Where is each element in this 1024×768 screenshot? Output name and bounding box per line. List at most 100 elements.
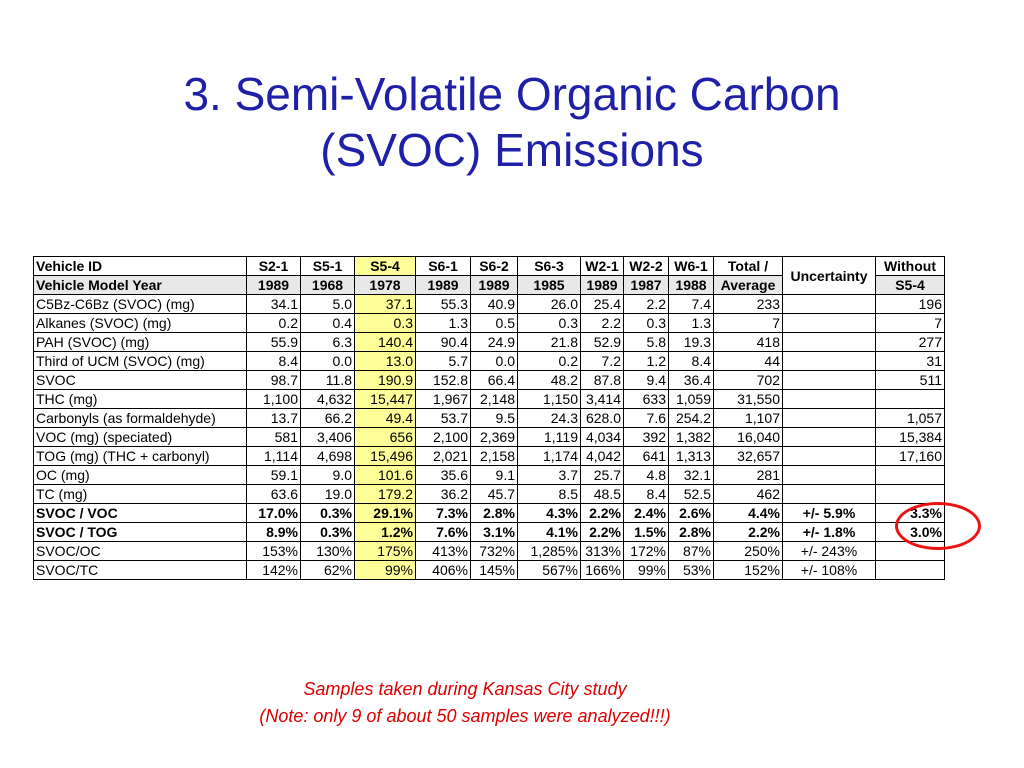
row-label-cell: TOG (mg) (THC + carbonyl) (33, 446, 247, 466)
table-cell: 641 (623, 446, 669, 466)
table-cell: 140.4 (354, 332, 416, 352)
table-cell: +/- 108% (782, 560, 876, 580)
table-cell: 52.5 (668, 484, 714, 504)
table-cell: 277 (875, 332, 945, 352)
header-cell: Vehicle ID (33, 256, 247, 276)
table-cell: 45.7 (470, 484, 518, 504)
table-cell: 53% (668, 560, 714, 580)
row-label-cell: Third of UCM (SVOC) (mg) (33, 351, 247, 371)
header-cell: 1987 (623, 275, 669, 295)
table-cell: 4,632 (300, 389, 355, 409)
table-cell: 59.1 (246, 465, 301, 485)
table-cell: 4.8 (623, 465, 669, 485)
table-cell: 24.9 (470, 332, 518, 352)
table-row: C5Bz-C6Bz (SVOC) (mg) 34.1 5.0 37.1 55.3 40.9… (33, 294, 945, 314)
table-cell: 2.4% (623, 503, 669, 523)
table-cell: 49.4 (354, 408, 416, 428)
table-cell: 7.3% (415, 503, 471, 523)
table-cell: 62% (300, 560, 355, 580)
table-cell (782, 427, 876, 447)
table-cell: 418 (713, 332, 783, 352)
row-label-cell: VOC (mg) (speciated) (33, 427, 247, 447)
table-cell (782, 351, 876, 371)
row-label-cell: SVOC/TC (33, 560, 247, 580)
footnote: Samples taken during Kansas City study (… (0, 676, 930, 730)
table-cell: 16,040 (713, 427, 783, 447)
table-cell: 2.2% (580, 522, 624, 542)
table-cell: 3.7 (517, 465, 581, 485)
table-cell: 628.0 (580, 408, 624, 428)
table-cell: 166% (580, 560, 624, 580)
header-cell: 1989 (580, 275, 624, 295)
table-cell: 4.4% (713, 503, 783, 523)
table-cell: 2,158 (470, 446, 518, 466)
header-cell: 1985 (517, 275, 581, 295)
table-cell: 35.6 (415, 465, 471, 485)
table-cell: 2,100 (415, 427, 471, 447)
table-cell: 5.0 (300, 294, 355, 314)
table-cell: 1,057 (875, 408, 945, 428)
table-cell (782, 446, 876, 466)
table-cell: 63.6 (246, 484, 301, 504)
table-cell: 55.3 (415, 294, 471, 314)
header-cell: S5-4 (354, 256, 416, 276)
header-cell: W2-2 (623, 256, 669, 276)
table-cell: 3.1% (470, 522, 518, 542)
table-row: SVOC 98.7 11.8 190.9 152.8 66.4 48.2 87.8 9.4 36.… (33, 370, 945, 390)
table-cell: 0.0 (470, 351, 518, 371)
table-cell: 233 (713, 294, 783, 314)
table-cell: 101.6 (354, 465, 416, 485)
table-cell: 36.2 (415, 484, 471, 504)
table-cell: 4.3% (517, 503, 581, 523)
table-cell: +/- 243% (782, 541, 876, 561)
header-cell: 1989 (470, 275, 518, 295)
table-cell: 511 (875, 370, 945, 390)
table-cell: 4,042 (580, 446, 624, 466)
svoc-emissions-table: Vehicle ID S2-1 S5-1 S5-4 S6-1 S6-2 S6-3… (33, 256, 945, 580)
row-label-cell: PAH (SVOC) (mg) (33, 332, 247, 352)
header-cell: 1978 (354, 275, 416, 295)
table-cell: 7 (875, 313, 945, 333)
table-row: SVOC / VOC 17.0% 0.3% 29.1% 7.3% 2.8% 4.3% 2.2%… (33, 503, 945, 523)
table-cell: 254.2 (668, 408, 714, 428)
table-row: PAH (SVOC) (mg) 55.9 6.3 140.4 90.4 24.9 21.8 5… (33, 332, 945, 352)
table-cell: 152% (713, 560, 783, 580)
table-cell: 36.4 (668, 370, 714, 390)
header-cell: S2-1 (246, 256, 301, 276)
table-cell: 15,496 (354, 446, 416, 466)
table-cell: 87% (668, 541, 714, 561)
table-cell: 2.2% (713, 522, 783, 542)
header-cell: S5-4 (875, 275, 945, 295)
row-label-cell: Alkanes (SVOC) (mg) (33, 313, 247, 333)
table-cell: 145% (470, 560, 518, 580)
table-row: SVOC / TOG 8.9% 0.3% 1.2% 7.6% 3.1% 4.1% 2.2% 1.… (33, 522, 945, 542)
table-cell: 130% (300, 541, 355, 561)
table-cell: 4,698 (300, 446, 355, 466)
table-cell: 1.3 (415, 313, 471, 333)
table-cell (782, 389, 876, 409)
table-cell: 15,384 (875, 427, 945, 447)
table-cell: 656 (354, 427, 416, 447)
table-cell: 9.1 (470, 465, 518, 485)
header-cell: Average (713, 275, 783, 295)
table-cell (782, 370, 876, 390)
table-cell: 581 (246, 427, 301, 447)
table-cell (782, 484, 876, 504)
table-cell (782, 408, 876, 428)
header-cell: Vehicle Model Year (33, 275, 247, 295)
table-cell: 1.5% (623, 522, 669, 542)
table-header-row-vehicle-id: Vehicle ID S2-1 S5-1 S5-4 S6-1 S6-2 S6-3… (33, 256, 945, 295)
header-cell: S6-3 (517, 256, 581, 276)
table-cell: 48.5 (580, 484, 624, 504)
row-label-cell: Carbonyls (as formaldehyde) (33, 408, 247, 428)
table-cell: 8.4 (623, 484, 669, 504)
table-cell: 66.4 (470, 370, 518, 390)
header-cell: S5-1 (300, 256, 355, 276)
table-cell: 567% (517, 560, 581, 580)
table-row: THC (mg) 1,100 4,632 15,447 1,967 2,148 1,150 3… (33, 389, 945, 409)
table-row: Alkanes (SVOC) (mg) 0.2 0.4 0.3 1.3 0.5 0.3 2.2… (33, 313, 945, 333)
table-row: TOG (mg) (THC + carbonyl) 1,114 4,698 15,49… (33, 446, 945, 466)
table-cell: 1,174 (517, 446, 581, 466)
table-cell: 1,114 (246, 446, 301, 466)
table-cell: 732% (470, 541, 518, 561)
